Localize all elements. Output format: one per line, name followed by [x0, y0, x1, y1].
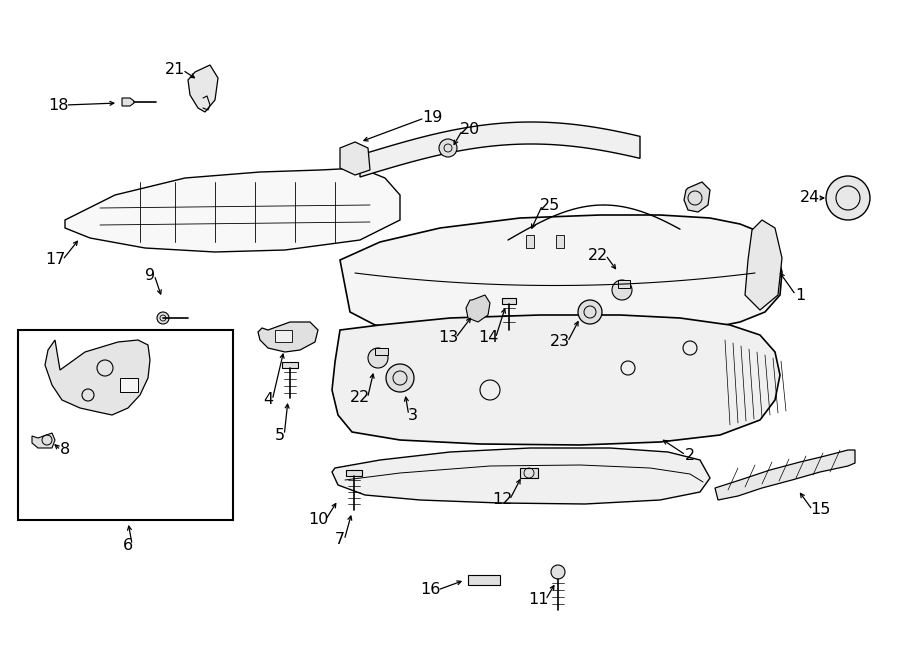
Polygon shape: [468, 575, 500, 585]
Polygon shape: [120, 378, 138, 392]
Circle shape: [578, 300, 602, 324]
Polygon shape: [45, 340, 150, 415]
Text: 5: 5: [274, 428, 285, 442]
Text: 8: 8: [60, 442, 70, 457]
Text: 4: 4: [263, 393, 273, 407]
Text: 15: 15: [810, 502, 830, 518]
Polygon shape: [32, 433, 55, 448]
Polygon shape: [375, 348, 388, 355]
Polygon shape: [745, 220, 782, 310]
Text: 2: 2: [685, 447, 695, 463]
Polygon shape: [346, 470, 362, 476]
Polygon shape: [618, 280, 630, 288]
Polygon shape: [340, 215, 782, 335]
Polygon shape: [275, 330, 292, 342]
Text: 22: 22: [588, 247, 608, 262]
Text: 24: 24: [800, 190, 820, 206]
Circle shape: [157, 312, 169, 324]
Circle shape: [551, 565, 565, 579]
Circle shape: [439, 139, 457, 157]
Text: 18: 18: [48, 98, 68, 112]
Polygon shape: [332, 448, 710, 504]
Text: 14: 14: [478, 330, 499, 346]
Polygon shape: [502, 298, 516, 304]
Polygon shape: [360, 122, 640, 177]
Text: 11: 11: [527, 592, 548, 607]
Text: 6: 6: [123, 537, 133, 553]
Circle shape: [386, 364, 414, 392]
Text: 21: 21: [165, 63, 185, 77]
Text: 22: 22: [350, 391, 370, 405]
Polygon shape: [188, 65, 218, 112]
Text: 3: 3: [408, 407, 418, 422]
Polygon shape: [65, 168, 400, 252]
Text: 17: 17: [45, 253, 65, 268]
Polygon shape: [340, 142, 370, 175]
Bar: [18, 330, 233, 520]
Polygon shape: [715, 450, 855, 500]
Polygon shape: [526, 235, 534, 248]
Polygon shape: [520, 468, 538, 478]
Text: 7: 7: [335, 533, 345, 547]
Text: 23: 23: [550, 334, 570, 350]
Text: 20: 20: [460, 122, 480, 137]
Circle shape: [826, 176, 870, 220]
Text: 16: 16: [419, 582, 440, 598]
Circle shape: [612, 280, 632, 300]
Polygon shape: [258, 322, 318, 352]
Polygon shape: [556, 235, 564, 248]
Text: 9: 9: [145, 268, 155, 282]
Polygon shape: [332, 315, 780, 445]
Text: 13: 13: [438, 330, 458, 346]
Polygon shape: [282, 362, 298, 368]
Polygon shape: [466, 295, 490, 322]
Text: 19: 19: [422, 110, 442, 126]
Text: 1: 1: [795, 288, 806, 303]
Text: 10: 10: [308, 512, 328, 527]
Text: 25: 25: [540, 198, 560, 212]
Circle shape: [368, 348, 388, 368]
Polygon shape: [122, 98, 134, 106]
Text: 12: 12: [491, 492, 512, 508]
Polygon shape: [684, 182, 710, 212]
